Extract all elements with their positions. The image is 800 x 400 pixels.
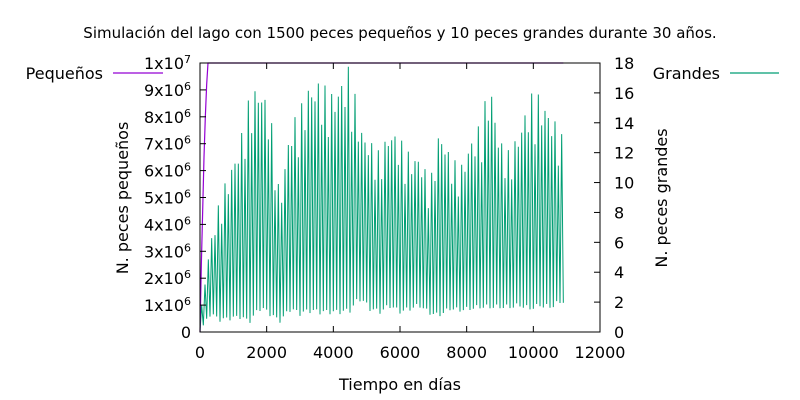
y2-tick-label: 18 xyxy=(614,54,634,73)
y2-tick-label: 10 xyxy=(614,174,634,193)
y2-tick-label: 12 xyxy=(614,144,634,163)
y2-axis-ticks: 0 2 4 6 8 10 12 14 16 18 xyxy=(594,54,634,342)
x-tick-label: 0 xyxy=(195,343,205,362)
x-tick-label: 10000 xyxy=(508,343,559,362)
series-layer xyxy=(199,62,564,333)
chart-title: Simulación del lago con 1500 peces peque… xyxy=(83,24,716,42)
x-tick-label: 8000 xyxy=(446,343,487,362)
x-axis-ticks: 0 2000 4000 6000 8000 10000 12000 xyxy=(195,63,626,362)
x-tick-label: 2000 xyxy=(246,343,287,362)
y-tick-label: 1x106 xyxy=(144,295,191,315)
y2-tick-label: 0 xyxy=(614,323,624,342)
x-tick-label: 6000 xyxy=(380,343,421,362)
y-tick-label: 5x106 xyxy=(144,188,191,208)
x-tick-label: 12000 xyxy=(575,343,626,362)
y2-tick-label: 8 xyxy=(614,203,624,222)
x-axis-label: Tiempo en días xyxy=(338,375,461,394)
y-tick-label: 6x106 xyxy=(144,161,191,181)
y-tick-label: 3x106 xyxy=(144,241,191,261)
series-line-grandes xyxy=(199,66,564,333)
y2-tick-label: 16 xyxy=(614,84,634,103)
y2-axis-label: N. peces grandes xyxy=(652,128,671,267)
y2-tick-label: 6 xyxy=(614,233,624,252)
y-tick-label: 0 xyxy=(181,323,191,342)
y-axis-ticks: 0 1x106 2x106 3x106 4x106 5x106 6x106 7x106 8x10… xyxy=(144,53,206,342)
y-tick-label: 7x106 xyxy=(144,134,191,154)
y-tick-label: 8x106 xyxy=(144,107,191,127)
legend-entry-pequenos: Pequeños xyxy=(26,64,163,83)
legend-label-grandes: Grandes xyxy=(653,64,720,83)
x-tick-label: 4000 xyxy=(313,343,354,362)
y-tick-label: 1x107 xyxy=(144,53,191,73)
y-tick-label: 2x106 xyxy=(144,268,191,288)
y2-tick-label: 14 xyxy=(614,114,634,133)
y-axis-label: N. peces pequeños xyxy=(113,122,132,275)
y2-tick-label: 2 xyxy=(614,293,624,312)
y-tick-label: 9x106 xyxy=(144,80,191,100)
legend-label-pequenos: Pequeños xyxy=(26,64,103,83)
y-tick-label: 4x106 xyxy=(144,214,191,234)
legend-entry-grandes: Grandes xyxy=(653,64,779,83)
y2-tick-label: 4 xyxy=(614,263,624,282)
